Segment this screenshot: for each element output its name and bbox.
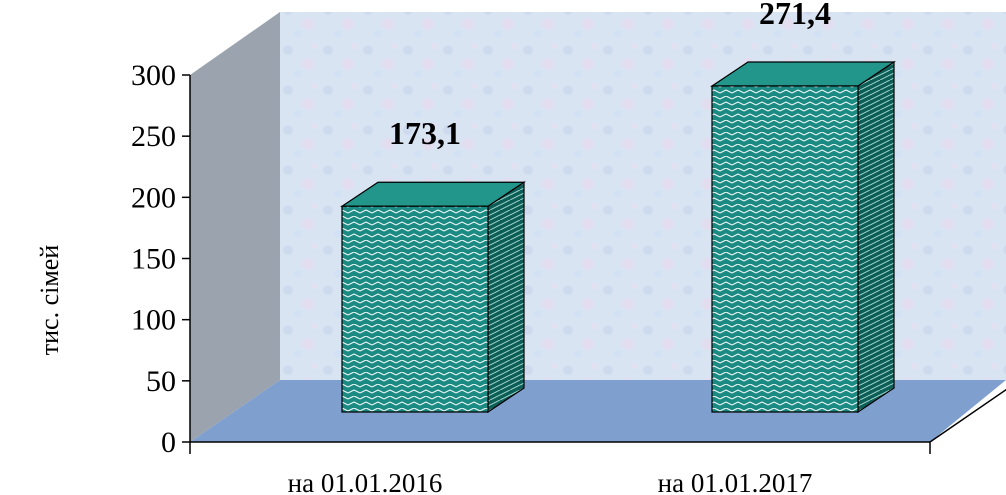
bar <box>710 60 896 414</box>
x-tick-label: на 01.01.2016 <box>288 468 443 495</box>
bars: 173,1 271,4 <box>340 0 896 414</box>
data-label: 173,1 <box>389 115 461 151</box>
y-tick-label: 250 <box>131 120 176 153</box>
y-axis-title: тис. сімей <box>35 245 64 356</box>
x-axis: на 01.01.2016 на 01.01.2017 <box>189 388 1006 495</box>
y-tick-label: 50 <box>146 365 176 398</box>
y-tick-label: 100 <box>131 304 176 337</box>
bar <box>340 181 526 414</box>
bar-side <box>857 60 895 414</box>
y-tick-label: 0 <box>161 426 176 459</box>
side-wall <box>190 12 280 442</box>
y-tick-label: 200 <box>131 181 176 214</box>
y-axis: 0 50 100 150 200 250 300 <box>131 59 191 459</box>
y-tick-label: 300 <box>131 59 176 92</box>
x-axis-depth-line <box>929 388 1006 443</box>
bar-front <box>711 85 859 413</box>
data-label: 271,4 <box>759 0 831 31</box>
x-tick-label: на 01.01.2017 <box>658 468 813 495</box>
y-tick-label: 150 <box>131 243 176 276</box>
bar-side <box>487 181 525 414</box>
bar-front <box>341 205 489 413</box>
